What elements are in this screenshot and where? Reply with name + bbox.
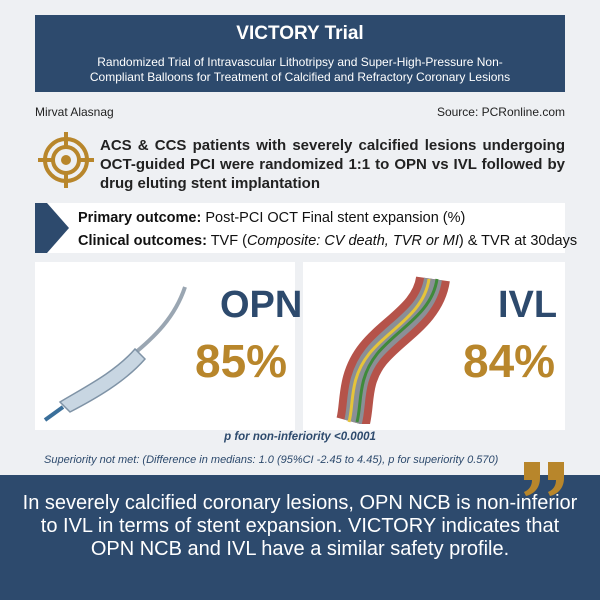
- ivl-image: [336, 275, 450, 424]
- subtitle: Randomized Trial of Intravascular Lithot…: [89, 55, 511, 84]
- p-noninferiority: p for non-inferiority <0.0001: [224, 431, 376, 443]
- target-icon: [38, 132, 94, 188]
- clinical-label: Clinical outcomes:: [78, 233, 207, 249]
- primary-text: Post-PCI OCT Final stent expansion (%): [205, 210, 466, 226]
- clinical-text: ) & TVR at 30days: [458, 233, 578, 249]
- design-text: ACS & CCS patients with severely calcifi…: [100, 137, 565, 192]
- outcomes-box: [35, 203, 565, 253]
- clinical-outcome: Clinical outcomes: TVF (Composite: CV de…: [78, 233, 577, 249]
- conclusion: In severely calcified coronary lesions, …: [22, 492, 578, 560]
- header: VICTORY Trial Randomized Trial of Intrav…: [35, 15, 565, 92]
- clinical-text: Composite: CV death, TVR or MI: [246, 233, 459, 249]
- clinical-text: TVF (: [210, 233, 247, 249]
- arm-result: 85%: [195, 335, 288, 387]
- ivl-panel: IVL 84%: [303, 262, 565, 430]
- source: Source: PCRonline.com: [436, 105, 565, 119]
- quote-icon: [524, 462, 564, 496]
- chevron: [35, 203, 69, 253]
- conclusion-band: [0, 475, 600, 600]
- arm-result: 84%: [463, 335, 556, 387]
- primary-label: Primary outcome:: [78, 210, 202, 226]
- author: Mirvat Alasnag: [35, 105, 114, 119]
- primary-outcome: Primary outcome: Post-PCI OCT Final sten…: [78, 210, 465, 226]
- superiority-note: Superiority not met: (Difference in medi…: [44, 454, 499, 466]
- opn-panel: OPN 85%: [35, 262, 302, 430]
- arm-name: IVL: [498, 284, 558, 326]
- balloon-image: [43, 286, 187, 422]
- arm-name: OPN: [220, 284, 303, 326]
- title: VICTORY Trial: [236, 23, 364, 44]
